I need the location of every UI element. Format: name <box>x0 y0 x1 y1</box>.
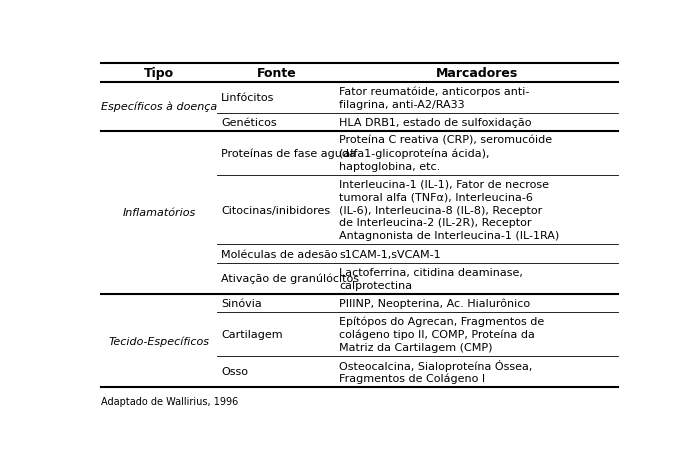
Text: PIIINP, Neopterina, Ac. Hialurônico: PIIINP, Neopterina, Ac. Hialurônico <box>339 298 530 308</box>
Text: de Interleucina-2 (IL-2R), Receptor: de Interleucina-2 (IL-2R), Receptor <box>339 218 532 228</box>
Text: Cartilagem: Cartilagem <box>221 329 283 339</box>
Text: Moléculas de adesão: Moléculas de adesão <box>221 249 338 259</box>
Text: Citocinas/inibidores: Citocinas/inibidores <box>221 205 330 215</box>
Text: tumoral alfa (TNFα), Interleucina-6: tumoral alfa (TNFα), Interleucina-6 <box>339 192 533 202</box>
Text: Antagnonista de Interleucina-1 (IL-1RA): Antagnonista de Interleucina-1 (IL-1RA) <box>339 231 559 241</box>
Text: Ativação de granúlócitos: Ativação de granúlócitos <box>221 273 359 284</box>
Text: Inflamatórios: Inflamatórios <box>122 208 195 218</box>
Text: Interleucina-1 (IL-1), Fator de necrose: Interleucina-1 (IL-1), Fator de necrose <box>339 179 549 190</box>
Text: Lactoferrina, citidina deaminase,: Lactoferrina, citidina deaminase, <box>339 267 523 277</box>
Text: Proteínas de fase aguda: Proteínas de fase aguda <box>221 148 356 159</box>
Text: (IL-6), Interleucina-8 (IL-8), Receptor: (IL-6), Interleucina-8 (IL-8), Receptor <box>339 205 542 215</box>
Text: s1CAM-1,sVCAM-1: s1CAM-1,sVCAM-1 <box>339 249 441 259</box>
Text: Proteína C reativa (CRP), seromucóide: Proteína C reativa (CRP), seromucóide <box>339 136 553 146</box>
Text: Osteocalcina, Sialoproteína Óssea,: Osteocalcina, Sialoproteína Óssea, <box>339 359 532 371</box>
Text: Marcadores: Marcadores <box>436 67 518 80</box>
Text: Específicos à doença: Específicos à doença <box>101 102 217 112</box>
Text: Epítópos do Agrecan, Fragmentos de: Epítópos do Agrecan, Fragmentos de <box>339 316 544 326</box>
Text: Osso: Osso <box>221 367 248 376</box>
Text: (alfa1-glicoproteína ácida),: (alfa1-glicoproteína ácida), <box>339 148 489 159</box>
Text: Sinóvia: Sinóvia <box>221 298 262 308</box>
Text: colágeno tipo II, COMP, Proteína da: colágeno tipo II, COMP, Proteína da <box>339 329 535 339</box>
Text: Fator reumatóide, anticorpos anti-: Fator reumatóide, anticorpos anti- <box>339 86 530 97</box>
Text: Adaptado de Wallirius, 1996: Adaptado de Wallirius, 1996 <box>101 396 238 406</box>
Text: Linfócitos: Linfócitos <box>221 93 275 103</box>
Text: HLA DRB1, estado de sulfoxidação: HLA DRB1, estado de sulfoxidação <box>339 118 532 128</box>
Text: Fonte: Fonte <box>256 67 297 80</box>
Text: Fragmentos de Colágeno I: Fragmentos de Colágeno I <box>339 373 485 383</box>
Text: haptoglobina, etc.: haptoglobina, etc. <box>339 162 441 171</box>
Text: Tipo: Tipo <box>144 67 174 80</box>
Text: Genéticos: Genéticos <box>221 118 277 128</box>
Text: filagrina, anti-A2/RA33: filagrina, anti-A2/RA33 <box>339 99 465 109</box>
Text: Matriz da Cartilagem (CMP): Matriz da Cartilagem (CMP) <box>339 342 493 352</box>
Text: calprotectina: calprotectina <box>339 280 412 290</box>
Text: Tecido-Específicos: Tecido-Específicos <box>108 335 209 346</box>
